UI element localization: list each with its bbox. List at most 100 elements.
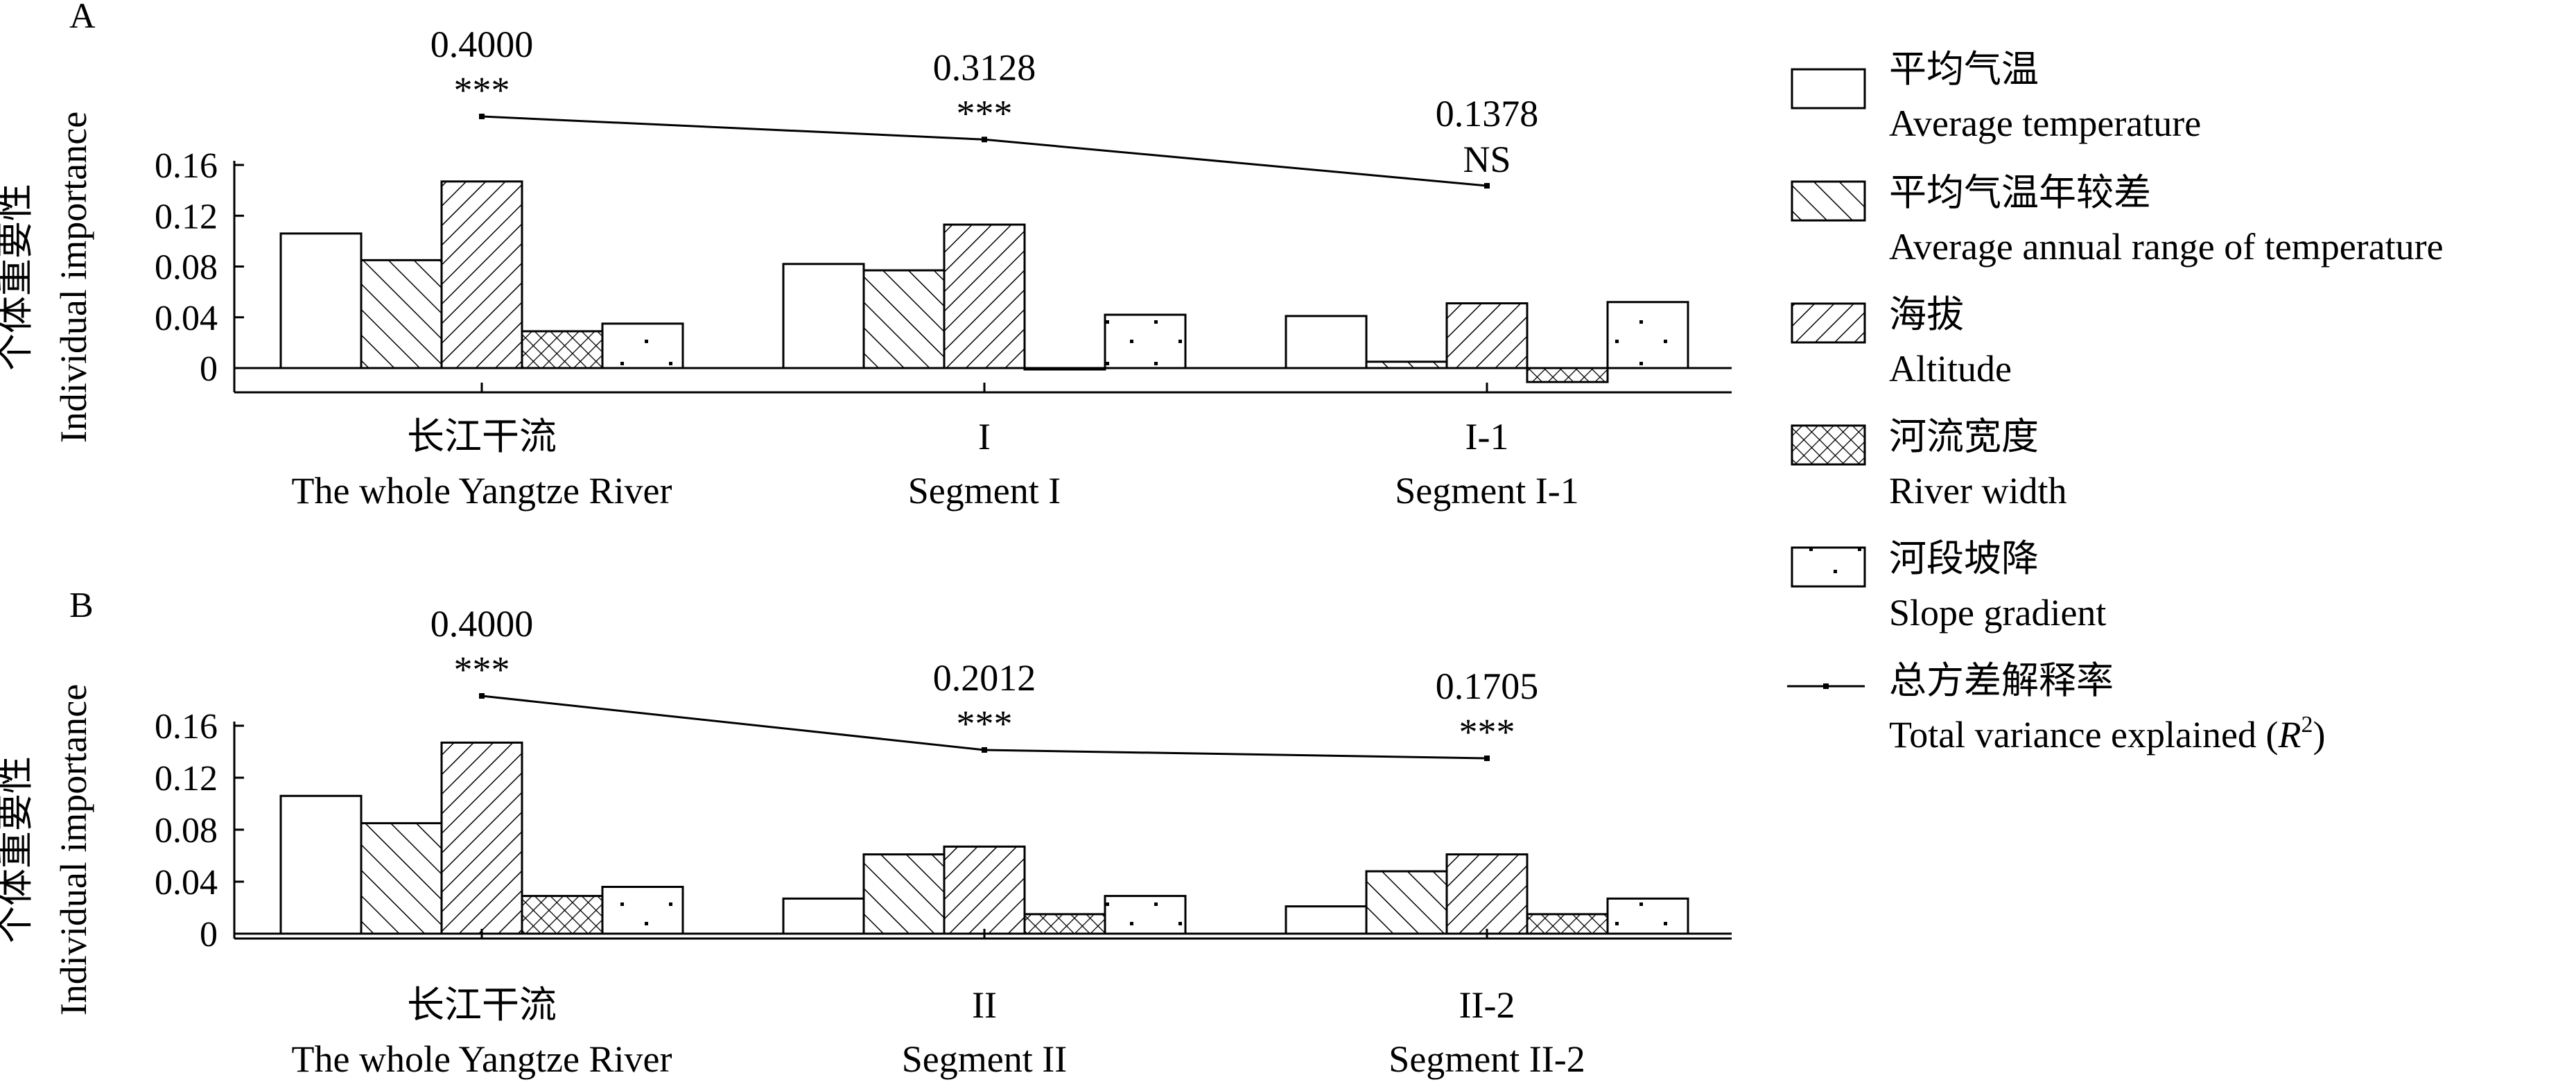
legend-label-zh: 河段坡降 [1889,538,2039,579]
r2-point [1484,756,1490,761]
y-axis-label-zh: 个体重要性 [0,756,36,943]
bar-slope-gradient [1606,301,1689,369]
legend-label-en: Total variance explained (R2) [1889,712,2325,756]
bar-slope-gradient [601,886,684,935]
legend-label-zh: 河流宽度 [1889,416,2039,457]
y-axis-label-en: Individual importance [53,112,94,443]
x-category-label-top: 长江干流 [407,984,557,1026]
bar-average-temperature [1285,905,1368,935]
legend-label-zh: 总方差解释率 [1889,660,2114,701]
y-tick-labels: 0.16 0.12 0.08 0.04 0 [155,707,244,954]
legend-label-en: Average temperature [1889,103,2201,144]
bar-slope-gradient [1104,895,1187,935]
significance-label: *** [454,69,510,111]
y-tick-label: 0.08 [155,248,218,288]
legend-swatch [1791,302,1866,344]
x-category-labels: 长江干流 The whole Yangtze River I Segment I I-1… [292,416,1579,512]
legend-label-en: Slope gradient [1889,592,2106,634]
x-category-label-top: II-2 [1459,984,1515,1026]
x-category-label-top: I-1 [1465,416,1509,457]
legend-swatch [1791,68,1866,110]
panel-a: A 个体重要性 Individual importance 0.160.120.… [0,0,1732,512]
r2-value-label: 0.1378 [1436,93,1539,134]
y-tick-label: 0.16 [155,707,218,747]
x-category-label-top: II [972,984,997,1026]
legend-label-zh: 平均气温年较差 [1889,172,2151,213]
panel-label: A [69,0,96,36]
legend-line-marker [1823,683,1829,689]
y-axis-label-en: Individual importance [53,684,94,1015]
legend: 平均气温 Average temperature 平均气温年较差 Average… [1787,49,2444,756]
bar-average-temperature [279,794,363,935]
bar-altitude [1445,853,1529,935]
significance-label: NS [1463,139,1511,180]
legend-item-average-temperature: 平均气温 Average temperature [1791,49,2201,144]
legend-label-en: Altitude [1889,348,2012,390]
y-tick-label: 0.16 [155,146,218,186]
significance-label: *** [957,703,1013,744]
x-category-label-bottom: Segment II-2 [1389,1038,1585,1080]
bar-altitude [943,223,1026,369]
r2-value-label: 0.2012 [933,657,1036,699]
bar-river-width [1526,367,1609,383]
legend-swatch [1791,546,1866,588]
legend-label-zh: 平均气温 [1889,49,2039,90]
r2-point [982,747,987,753]
r2-line-series: ***0.4000***0.2012***0.1705 [430,603,1539,761]
bar-average-temperature [782,897,865,935]
r2-value-label: 0.4000 [430,24,534,65]
bar-average-temperature [279,232,363,369]
r2-value-label: 0.3128 [933,46,1036,88]
legend-label-en: River width [1889,470,2066,512]
x-category-labels: 长江干流 The whole Yangtze River II Segment II I… [292,984,1585,1080]
bar-average-temperature [1285,315,1368,369]
bar-altitude [1445,302,1529,369]
significance-label: *** [957,92,1013,134]
y-axis-label-zh: 个体重要性 [0,184,36,371]
r2-value-label: 0.1705 [1436,665,1539,707]
panel-b: B 个体重要性 Individual importance 0.160.120.… [0,586,1732,1080]
bar-slope-gradient [1104,313,1187,369]
r2-point [982,137,987,143]
bars [279,180,1689,383]
x-category-label-top: 长江干流 [407,416,557,457]
bar-altitude [440,741,523,935]
bar-river-width [521,330,604,369]
bar-altitude [440,180,523,369]
bar-river-width [1023,913,1106,935]
legend-item-total-variance: 总方差解释率 Total variance explained (R2) [1787,660,2325,756]
y-tick-label: 0.12 [155,759,218,799]
axis-frame [233,722,1732,940]
bar-annual-range [360,822,443,935]
x-category-label-top: I [978,416,991,457]
x-category-label-bottom: The whole Yangtze River [292,1038,672,1080]
y-tick-label: 0 [200,915,218,954]
bar-altitude [943,845,1026,935]
x-category-label-bottom: The whole Yangtze River [292,470,672,512]
bar-annual-range [862,269,946,369]
significance-label: *** [1459,711,1515,753]
legend-swatch [1791,180,1866,222]
legend-label-zh: 海拔 [1889,294,1964,335]
legend-item-river-width: 河流宽度 River width [1791,416,2066,512]
axis-frame [233,161,1732,394]
bar-annual-range [862,853,946,935]
bar-river-width [1526,913,1609,935]
y-tick-labels: 0.16 0.12 0.08 0.04 0 [155,146,244,389]
y-tick-label: 0.04 [155,863,218,902]
r2-point [479,114,485,119]
legend-label-en: Average annual range of temperature [1889,226,2444,268]
legend-item-altitude: 海拔 Altitude [1791,294,2012,390]
significance-label: *** [454,649,510,690]
y-tick-label: 0.04 [155,299,218,338]
panel-label: B [69,586,94,625]
bar-river-width [521,895,604,935]
bar-annual-range [360,259,443,369]
x-category-label-bottom: Segment I-1 [1395,470,1578,512]
y-tick-label: 0.08 [155,811,218,850]
r2-point [1484,183,1490,189]
y-tick-label: 0.12 [155,197,218,236]
y-tick-label: 0 [200,349,218,389]
